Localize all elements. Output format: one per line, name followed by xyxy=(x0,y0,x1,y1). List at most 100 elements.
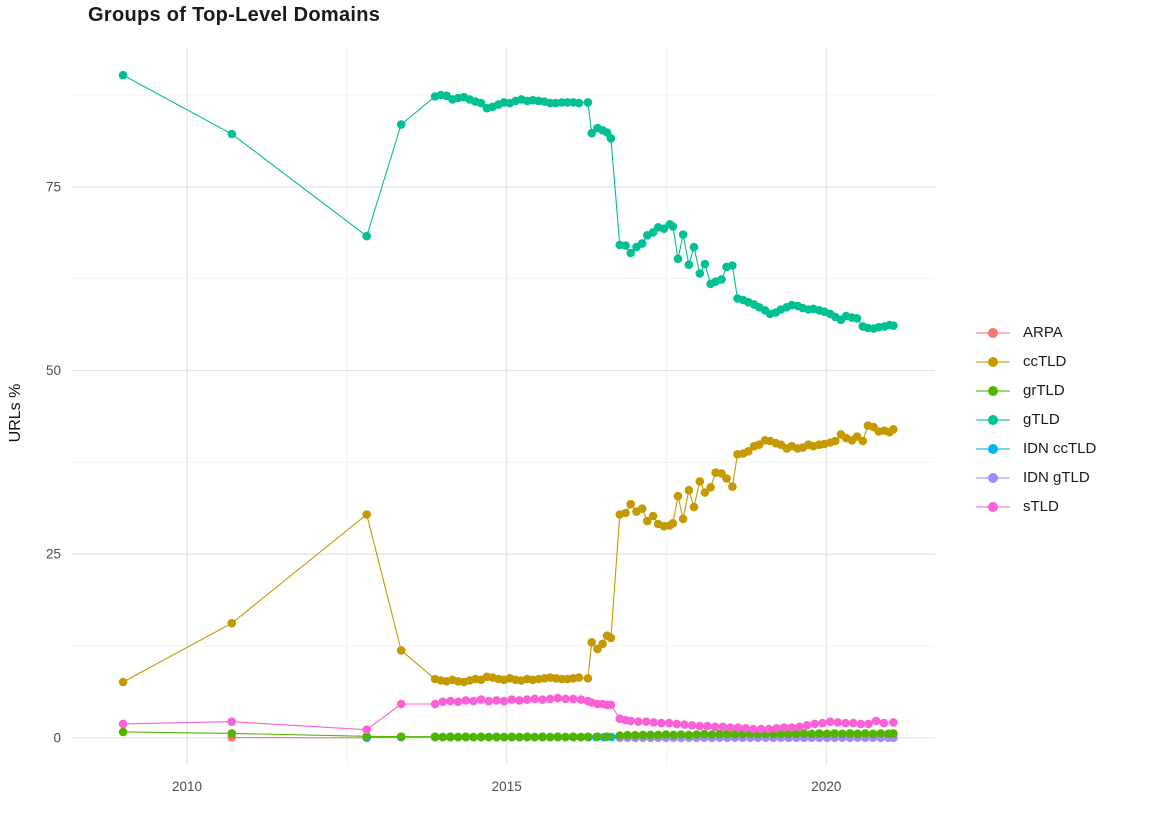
legend-key-icon xyxy=(976,501,1010,512)
data-point xyxy=(621,508,630,518)
data-point xyxy=(733,723,743,732)
data-point xyxy=(853,729,862,739)
data-point xyxy=(728,482,737,491)
data-point xyxy=(438,697,448,707)
data-point xyxy=(668,519,678,528)
data-point xyxy=(772,724,781,733)
data-point xyxy=(446,732,455,741)
data-point xyxy=(799,729,809,738)
data-point xyxy=(469,696,478,706)
data-point xyxy=(699,729,709,739)
data-point xyxy=(396,732,406,741)
data-point xyxy=(522,732,532,741)
y-tick-label: 75 xyxy=(46,179,61,194)
data-point xyxy=(621,241,630,250)
data-point xyxy=(118,677,128,687)
data-point xyxy=(469,732,478,742)
data-point xyxy=(396,699,406,709)
data-point xyxy=(568,694,578,704)
data-point xyxy=(396,646,406,655)
data-point xyxy=(583,98,593,107)
gridlines xyxy=(72,48,935,765)
data-point xyxy=(438,732,448,742)
data-point xyxy=(889,729,898,738)
data-point xyxy=(602,732,612,741)
legend-label: IDN gTLD xyxy=(1023,469,1090,486)
data-point xyxy=(792,729,801,739)
data-point xyxy=(695,721,705,731)
data-point xyxy=(889,718,898,727)
data-point xyxy=(889,321,898,331)
legend-item-idn-gtld: IDN gTLD xyxy=(976,463,1096,492)
data-point xyxy=(741,724,751,733)
series-cctld xyxy=(118,421,898,687)
data-point xyxy=(626,716,635,726)
data-point xyxy=(756,724,766,734)
data-point xyxy=(689,242,699,252)
data-point xyxy=(876,729,885,738)
data-point xyxy=(657,718,666,728)
data-point xyxy=(476,695,486,704)
data-point xyxy=(676,730,686,739)
data-point xyxy=(841,718,850,728)
x-tick-label: 2020 xyxy=(811,779,841,794)
data-point xyxy=(362,231,372,241)
data-point xyxy=(637,239,647,248)
x-tick-label: 2015 xyxy=(492,779,522,794)
series-gtld xyxy=(118,70,898,333)
data-point xyxy=(227,729,237,738)
data-point xyxy=(706,483,715,492)
data-point xyxy=(672,719,681,729)
data-point xyxy=(515,696,524,705)
data-point xyxy=(822,729,832,739)
data-point xyxy=(722,729,732,739)
data-point xyxy=(703,721,712,731)
data-point xyxy=(678,230,688,239)
data-point xyxy=(858,436,868,446)
data-point xyxy=(718,722,728,732)
legend-dot-icon xyxy=(988,443,998,454)
data-point xyxy=(784,729,793,739)
data-point xyxy=(831,436,840,446)
legend-item-stld: sTLD xyxy=(976,492,1096,521)
data-point xyxy=(453,697,463,707)
data-point xyxy=(879,718,889,728)
data-point xyxy=(730,729,740,739)
data-point xyxy=(717,275,726,284)
data-point xyxy=(807,729,816,739)
data-point xyxy=(522,695,532,704)
data-point xyxy=(715,729,724,739)
data-point xyxy=(606,633,616,643)
data-point xyxy=(507,732,517,741)
data-point xyxy=(492,696,501,705)
legend-dot-icon xyxy=(988,385,998,396)
legend-item-grtld: grTLD xyxy=(976,376,1096,405)
data-point xyxy=(561,732,570,742)
data-point xyxy=(648,511,658,521)
data-point xyxy=(649,718,658,727)
legend-dot-icon xyxy=(988,501,998,512)
data-point xyxy=(779,723,789,732)
data-point xyxy=(484,732,494,742)
data-point xyxy=(461,696,471,705)
data-point xyxy=(476,732,486,741)
data-point xyxy=(707,730,717,739)
data-point xyxy=(795,722,804,732)
data-point xyxy=(852,314,862,323)
data-point xyxy=(227,129,237,139)
data-point xyxy=(669,730,678,740)
legend-dot-icon xyxy=(988,414,998,425)
data-point xyxy=(623,730,632,740)
legend-item-idn-cctld: IDN ccTLD xyxy=(976,434,1096,463)
data-point xyxy=(461,732,471,741)
legend-dot-icon xyxy=(988,327,998,338)
data-point xyxy=(476,98,486,108)
data-point xyxy=(653,730,663,740)
data-point xyxy=(430,699,440,709)
data-point xyxy=(722,474,731,483)
legend-label: ccTLD xyxy=(1023,353,1067,370)
data-point xyxy=(492,732,501,741)
data-point xyxy=(728,261,737,270)
data-point xyxy=(593,732,602,741)
